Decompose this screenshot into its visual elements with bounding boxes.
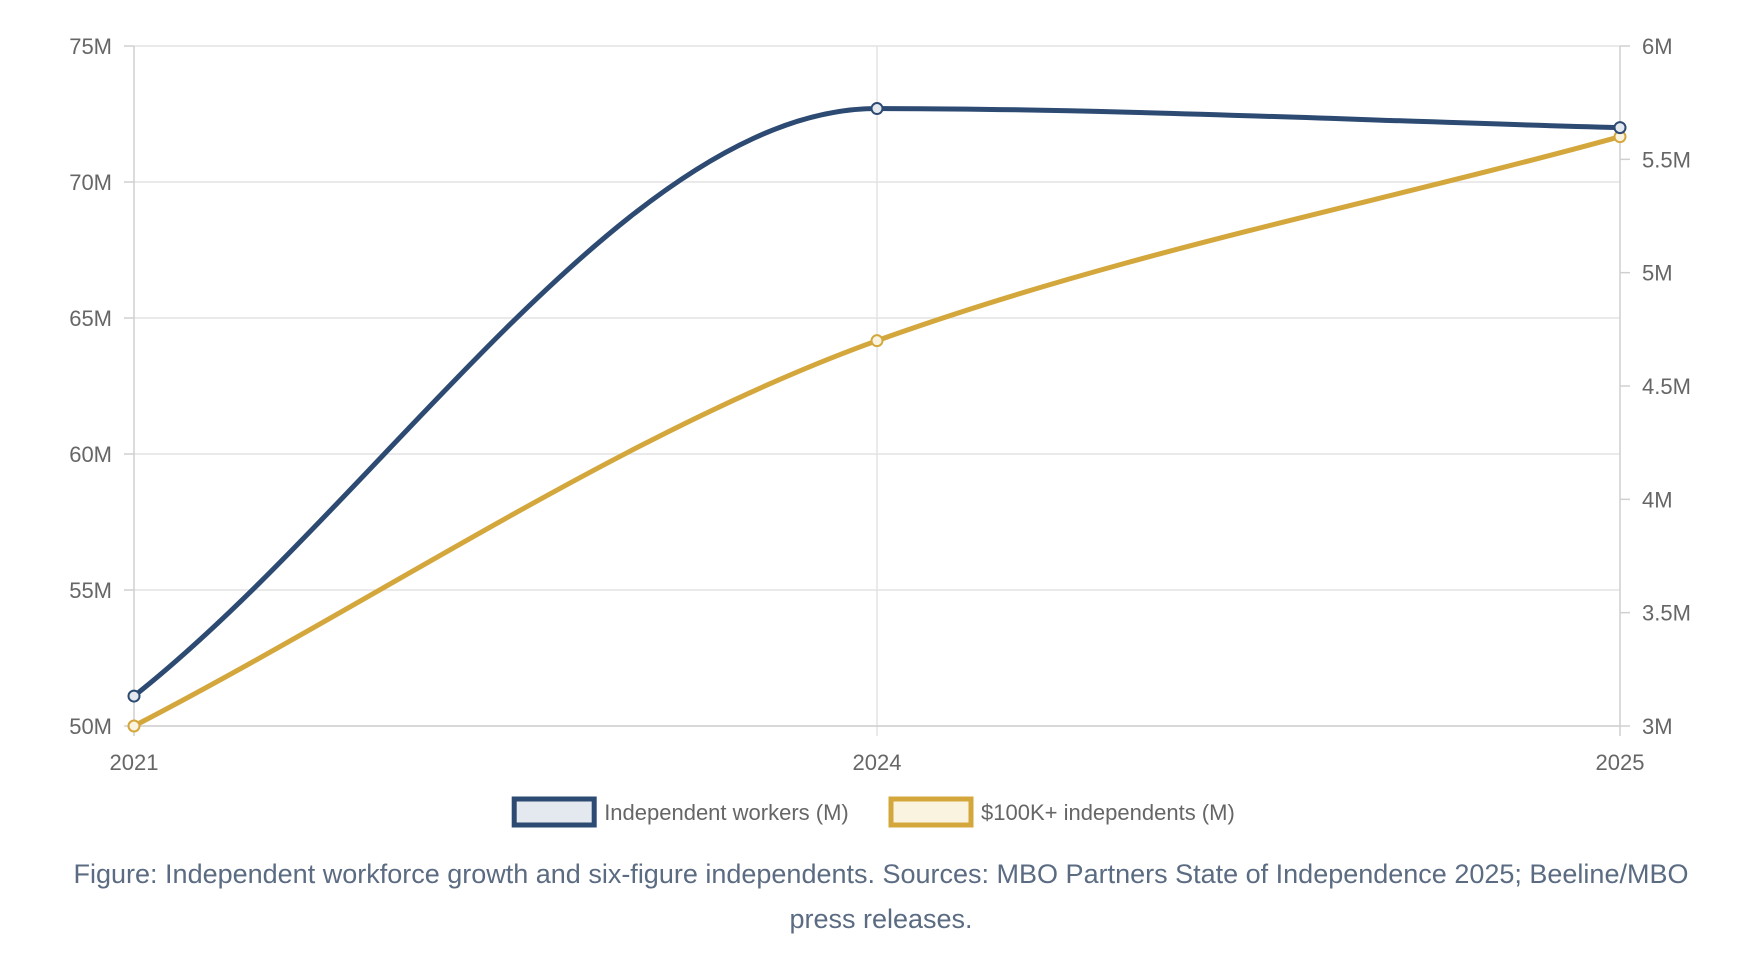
figure-caption: Figure: Independent workforce growth and… <box>73 859 1689 934</box>
y-left-tick-label: 65M <box>69 306 112 331</box>
y-left-tick-label: 75M <box>69 34 112 59</box>
line-chart: 50M 55M 60M 65M 70M 75M 3M 3.5M 4M 4.5M 5M 5.5M 6M 20… <box>69 34 1691 828</box>
x-tick-label: 2021 <box>110 750 159 775</box>
legend-swatch <box>888 796 974 828</box>
data-point[interactable] <box>870 102 884 116</box>
y-right-tick-label: 5M <box>1642 261 1673 286</box>
y-right-tick-label: 6M <box>1642 34 1673 59</box>
axes: 50M 55M 60M 65M 70M 75M 3M 3.5M 4M 4.5M 5M 5.5M 6M 20… <box>69 34 1691 775</box>
y-left-tick-label: 60M <box>69 442 112 467</box>
y-left-tick-label: 50M <box>69 714 112 739</box>
x-tick-label: 2025 <box>1596 750 1645 775</box>
data-point[interactable] <box>127 719 141 733</box>
y-left-tick-label: 55M <box>69 578 112 603</box>
legend-item-0[interactable]: Independent workers (M) <box>511 796 849 828</box>
y-right-tick-label: 3M <box>1642 714 1673 739</box>
data-point[interactable] <box>127 689 141 703</box>
x-tick-label: 2024 <box>853 750 902 775</box>
legend-label: Independent workers (M) <box>604 800 849 825</box>
y-right-tick-label: 5.5M <box>1642 147 1691 172</box>
grid <box>133 45 1621 736</box>
series <box>127 102 1627 733</box>
legend: Independent workers (M) $100K+ independen… <box>511 796 1235 828</box>
data-point[interactable] <box>1613 121 1627 135</box>
y-left-tick-label: 70M <box>69 170 112 195</box>
legend-label: $100K+ independents (M) <box>981 800 1235 825</box>
legend-swatch <box>511 796 597 828</box>
y-right-tick-label: 4.5M <box>1642 374 1691 399</box>
series-line-0 <box>131 106 1623 699</box>
data-point[interactable] <box>870 334 884 348</box>
legend-item-1[interactable]: $100K+ independents (M) <box>888 796 1235 828</box>
y-right-tick-label: 3.5M <box>1642 601 1691 626</box>
y-right-tick-label: 4M <box>1642 487 1673 512</box>
